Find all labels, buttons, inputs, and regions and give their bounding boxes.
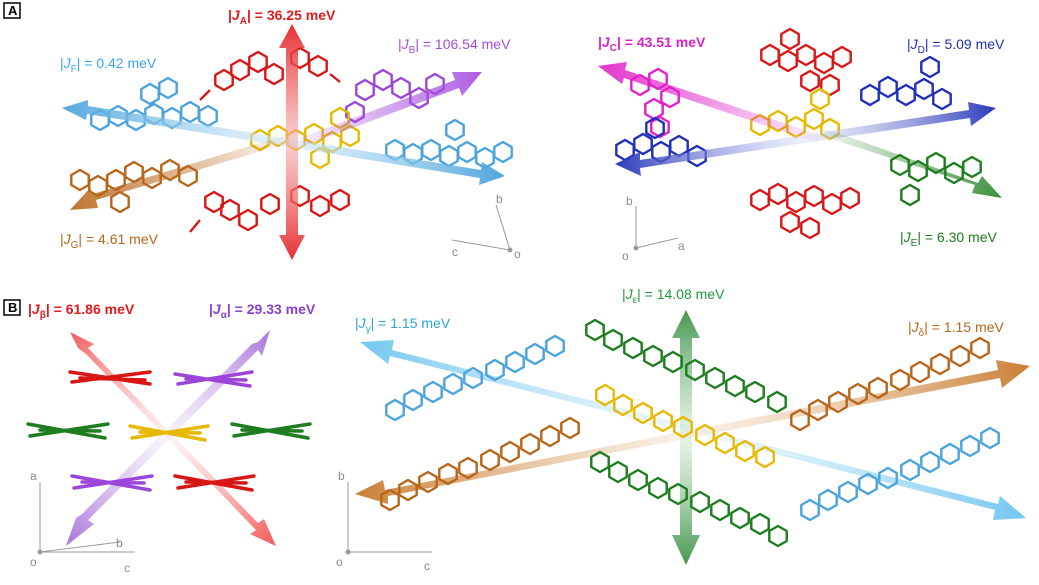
coupling-value: = 106.54 meV <box>419 36 511 52</box>
coupling-subscript: B <box>409 45 416 56</box>
coupling-jf: |JF| = 0.42 meV <box>60 55 157 75</box>
arrows-a-right <box>598 62 1002 198</box>
coupling-jd: |JD| = 5.09 meV <box>907 36 1005 56</box>
coupling-subscript: E <box>911 238 918 249</box>
coupling-symbol: J <box>232 7 241 23</box>
coupling-symbol: J <box>63 55 72 71</box>
axis-label-o-b2: o <box>336 555 343 569</box>
coupling-subscript: γ <box>366 324 371 335</box>
coupling-value: = 5.09 meV <box>929 36 1006 52</box>
axis-label-c-b2: c <box>424 559 430 573</box>
axis-triad-b-left <box>37 482 135 555</box>
axis-triad-b-right <box>345 482 432 555</box>
arrow-jg <box>70 134 292 210</box>
molecules-a-left <box>70 46 513 233</box>
axis-triad-a-right <box>633 206 679 251</box>
coupling-subscript: G <box>71 240 79 251</box>
coupling-value: = 29.33 meV <box>231 301 316 317</box>
molecules-b-left <box>26 370 312 492</box>
panel-a-box <box>3 2 21 19</box>
axis-label-b-b2: b <box>338 469 345 483</box>
coupling-value: = 61.86 meV <box>50 301 135 317</box>
axis-label-b-a1: b <box>496 192 503 206</box>
coupling-value: = 14.08 meV <box>641 286 725 302</box>
axis-label-b-a2: b <box>626 194 633 208</box>
axis-triad-a-left <box>451 204 513 253</box>
axis-label-c-a1: c <box>452 245 458 259</box>
coupling-symbol: J <box>625 286 634 302</box>
coupling-jdelta: |Jδ| = 1.15 meV <box>908 319 1004 339</box>
coupling-subscript: C <box>610 43 617 54</box>
coupling-subscript: α <box>221 310 228 321</box>
axis-label-o-a2: o <box>622 249 629 263</box>
axis-label-b-b1: b <box>116 536 123 550</box>
coupling-subscript: A <box>240 16 247 27</box>
coupling-value: = 6.30 meV <box>921 229 998 245</box>
panel-a: A <box>3 2 1002 263</box>
arrows-a-left <box>62 24 505 260</box>
arrow-jc <box>598 62 820 143</box>
panel-a-label: A <box>8 3 18 18</box>
coupling-ja: |JA| = 36.25 meV <box>228 7 336 27</box>
axis-label-a-a2: a <box>678 239 685 253</box>
arrows-b-left <box>66 330 276 546</box>
coupling-symbol: J <box>32 301 41 317</box>
coupling-value: = 1.15 meV <box>374 315 451 331</box>
coupling-jg: |JG| = 4.61 meV <box>60 231 159 251</box>
axis-label-o-a1: o <box>514 247 521 261</box>
coupling-subscript: ε <box>633 295 638 306</box>
axis-label-o-b1: o <box>30 555 37 569</box>
coupling-symbol: J <box>911 319 920 335</box>
coupling-subscript: δ <box>919 328 925 339</box>
arrow-jb <box>300 72 482 146</box>
coupling-symbol: J <box>63 231 72 247</box>
coupling-value: = 36.25 meV <box>251 7 336 23</box>
coupling-jc: |JC| = 43.51 meV <box>598 34 706 54</box>
coupling-jgamma: |Jγ| = 1.15 meV <box>355 315 451 335</box>
coupling-value: = 1.15 meV <box>928 319 1005 335</box>
coupling-jbeta: |Jβ| = 61.86 meV <box>28 301 135 321</box>
coupling-symbol: J <box>401 36 410 52</box>
panel-b-box <box>3 299 21 316</box>
coupling-symbol: J <box>910 36 919 52</box>
coupling-symbol: J <box>213 301 222 317</box>
coupling-value: = 4.61 meV <box>82 231 159 247</box>
coupling-subscript: D <box>918 45 925 56</box>
coupling-jalpha: |Jα| = 29.33 meV <box>209 301 316 321</box>
axis-label-a-b1: a <box>30 469 37 483</box>
coupling-je: |JE| = 6.30 meV <box>900 229 997 249</box>
coupling-jb: |JB| = 106.54 meV <box>398 36 511 56</box>
arrow-jalpha <box>66 330 270 546</box>
arrow-je <box>822 128 1002 198</box>
arrow-jbeta <box>70 332 276 546</box>
arrow-ja <box>279 24 305 260</box>
coupling-symbol: J <box>358 315 367 331</box>
coupling-value: = 0.42 meV <box>80 55 157 71</box>
panel-b: B a o b c <box>3 299 1030 575</box>
coupling-subscript: F <box>71 64 77 75</box>
coupling-labels: |JA| = 36.25 meV |JB| = 106.54 meV |JF| … <box>28 7 1005 339</box>
coupling-subscript: β <box>40 310 46 321</box>
panel-b-label: B <box>8 300 17 315</box>
arrow-jepsilon <box>672 310 700 565</box>
coupling-symbol: J <box>903 229 912 245</box>
coupling-value: = 43.51 meV <box>621 34 706 50</box>
coupling-jepsilon: |Jε| = 14.08 meV <box>622 286 725 306</box>
axis-label-c-b1: c <box>124 561 130 575</box>
arrow-jd <box>615 102 996 176</box>
arrows-b-right <box>355 310 1030 565</box>
coupling-symbol: J <box>602 34 611 50</box>
